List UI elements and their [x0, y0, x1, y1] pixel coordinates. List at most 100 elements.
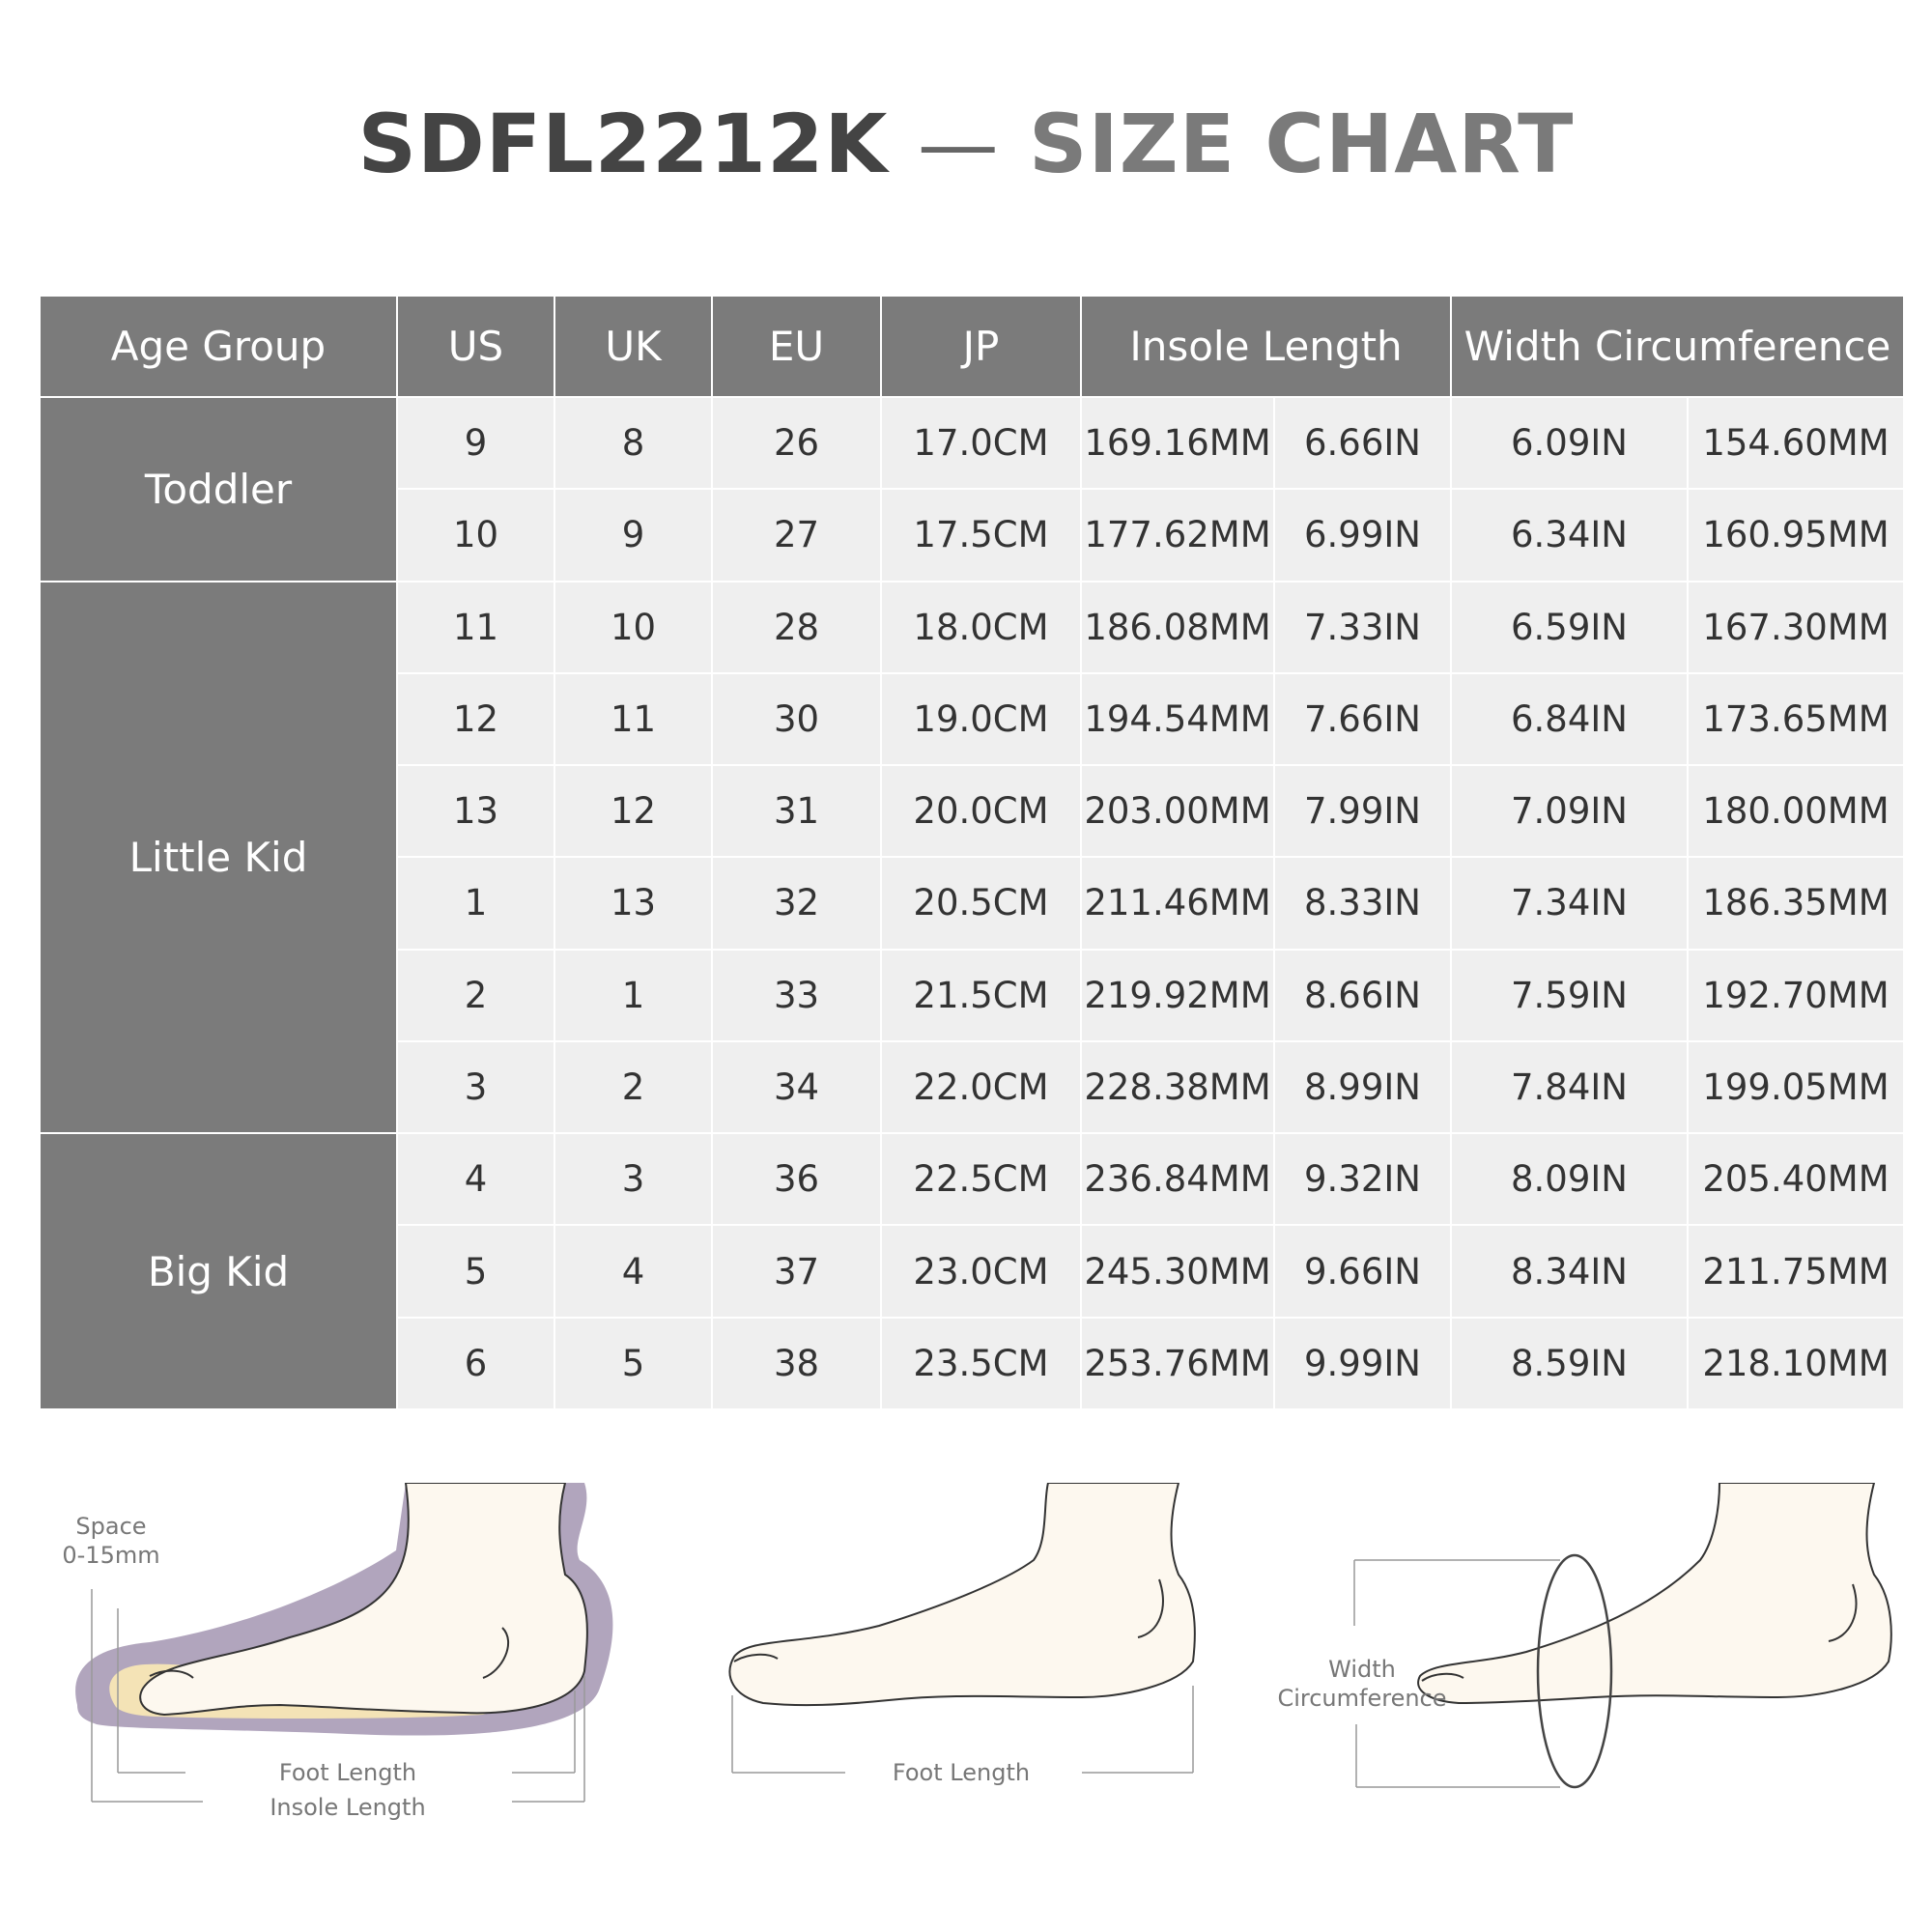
page-title: SDFL2212K — SIZE CHART: [0, 97, 1932, 191]
cell-width-in: 7.84IN: [1450, 1039, 1689, 1135]
cell-us: 10: [396, 488, 555, 582]
insole-length-label: Insole Length: [270, 1794, 426, 1821]
cell-insole-in: 7.33IN: [1273, 580, 1452, 674]
cell-insole-mm: 236.84MM: [1080, 1132, 1275, 1227]
cell-uk: 4: [554, 1224, 713, 1319]
foot-length-label-2: Foot Length: [892, 1759, 1031, 1786]
cell-jp: 20.5CM: [880, 856, 1082, 951]
cell-uk: 11: [554, 671, 713, 767]
insole-length-labels: Foot Length Insole Length: [222, 1758, 473, 1822]
width-circumference-labels: Width Circumference: [1275, 1655, 1449, 1713]
cell-eu: 32: [711, 856, 882, 951]
header-age-group: Age Group: [39, 295, 398, 398]
cell-us: 2: [396, 948, 555, 1042]
insole-foot-illustration: [75, 1483, 613, 1803]
cell-insole-in: 9.32IN: [1273, 1132, 1452, 1227]
table-row: 13 12 31 20.0CM 203.00MM 7.99IN 7.09IN 1…: [40, 764, 1906, 859]
circumference-label: Circumference: [1277, 1685, 1447, 1712]
cell-jp: 18.0CM: [880, 580, 1082, 674]
cell-insole-mm: 219.92MM: [1080, 948, 1275, 1042]
cell-jp: 23.0CM: [880, 1224, 1082, 1319]
group-little-kid: Little Kid: [39, 580, 398, 1135]
cell-insole-mm: 203.00MM: [1080, 764, 1275, 859]
cell-width-mm: 167.30MM: [1686, 580, 1906, 674]
cell-insole-mm: 186.08MM: [1080, 580, 1275, 674]
cell-jp: 17.5CM: [880, 488, 1082, 582]
header-jp: JP: [880, 295, 1082, 398]
foot-length-diagram: Foot Length: [715, 1483, 1217, 1850]
cell-jp: 20.0CM: [880, 764, 1082, 859]
header-eu: EU: [711, 295, 882, 398]
cell-insole-mm: 211.46MM: [1080, 856, 1275, 951]
cell-width-mm: 154.60MM: [1686, 395, 1906, 491]
cell-uk: 1: [554, 948, 713, 1042]
cell-width-in: 8.34IN: [1450, 1224, 1689, 1319]
table-row: 1 13 32 20.5CM 211.46MM 8.33IN 7.34IN 18…: [40, 856, 1906, 951]
cell-us: 9: [396, 395, 555, 491]
cell-us: 3: [396, 1039, 555, 1135]
cell-width-mm: 211.75MM: [1686, 1224, 1906, 1319]
title-label: SIZE CHART: [1029, 97, 1575, 191]
cell-width-mm: 218.10MM: [1686, 1316, 1906, 1411]
cell-width-in: 7.59IN: [1450, 948, 1689, 1042]
cell-uk: 9: [554, 488, 713, 582]
cell-width-mm: 160.95MM: [1686, 488, 1906, 582]
foot-illustration: [728, 1483, 1196, 1774]
cell-eu: 36: [711, 1132, 882, 1227]
cell-eu: 30: [711, 671, 882, 767]
cell-uk: 5: [554, 1316, 713, 1411]
cell-insole-mm: 228.38MM: [1080, 1039, 1275, 1135]
cell-eu: 38: [711, 1316, 882, 1411]
cell-width-in: 7.34IN: [1450, 856, 1689, 951]
header-insole-length: Insole Length: [1080, 295, 1452, 398]
cell-insole-in: 8.33IN: [1273, 856, 1452, 951]
table-row: 5 4 37 23.0CM 245.30MM 9.66IN 8.34IN 211…: [40, 1224, 1906, 1319]
cell-jp: 22.5CM: [880, 1132, 1082, 1227]
cell-us: 4: [396, 1132, 555, 1227]
header-us: US: [396, 295, 555, 398]
cell-eu: 37: [711, 1224, 882, 1319]
table-row: Big Kid 4 3 36 22.5CM 236.84MM 9.32IN 8.…: [39, 1132, 1906, 1410]
cell-jp: 17.0CM: [880, 395, 1082, 491]
table-header-row: Age Group US UK EU JP Insole Length Widt…: [39, 295, 1906, 398]
cell-us: 13: [396, 764, 555, 859]
cell-jp: 23.5CM: [880, 1316, 1082, 1411]
cell-us: 11: [396, 580, 555, 674]
cell-insole-mm: 194.54MM: [1080, 671, 1275, 767]
table-row: 12 11 30 19.0CM 194.54MM 7.66IN 6.84IN 1…: [40, 671, 1906, 767]
header-uk: UK: [554, 295, 713, 398]
space-range-label: 0-15mm: [62, 1542, 160, 1569]
space-label: Space: [75, 1513, 147, 1540]
cell-us: 12: [396, 671, 555, 767]
foot-length-label: Foot Length: [278, 1759, 417, 1786]
cell-us: 5: [396, 1224, 555, 1319]
cell-insole-mm: 169.16MM: [1080, 395, 1275, 491]
cell-eu: 33: [711, 948, 882, 1042]
table-row: 10 9 27 17.5CM 177.62MM 6.99IN 6.34IN 16…: [40, 488, 1906, 582]
cell-width-mm: 173.65MM: [1686, 671, 1906, 767]
cell-eu: 34: [711, 1039, 882, 1135]
cell-eu: 31: [711, 764, 882, 859]
table-row: 6 5 38 23.5CM 253.76MM 9.99IN 8.59IN 218…: [40, 1316, 1906, 1411]
group-toddler: Toddler: [39, 396, 398, 582]
cell-width-in: 6.84IN: [1450, 671, 1689, 767]
cell-uk: 2: [554, 1039, 713, 1135]
cell-eu: 28: [711, 580, 882, 674]
cell-jp: 22.0CM: [880, 1039, 1082, 1135]
width-foot-illustration: [1353, 1483, 1892, 1789]
cell-us: 6: [396, 1316, 555, 1411]
cell-width-mm: 186.35MM: [1686, 856, 1906, 951]
cell-eu: 26: [711, 395, 882, 491]
cell-width-in: 7.09IN: [1450, 764, 1689, 859]
title-dash: —: [917, 97, 1000, 191]
width-circumference-diagram: Width Circumference: [1256, 1483, 1913, 1850]
cell-us: 1: [396, 856, 555, 951]
cell-insole-in: 9.66IN: [1273, 1224, 1452, 1319]
group-big-kid: Big Kid: [39, 1132, 398, 1410]
cell-insole-mm: 253.76MM: [1080, 1316, 1275, 1411]
cell-uk: 12: [554, 764, 713, 859]
cell-width-in: 6.09IN: [1450, 395, 1689, 491]
table-row: 2 1 33 21.5CM 219.92MM 8.66IN 7.59IN 192…: [40, 948, 1906, 1042]
width-label: Width: [1328, 1656, 1396, 1683]
model-code: SDFL2212K: [357, 97, 889, 191]
